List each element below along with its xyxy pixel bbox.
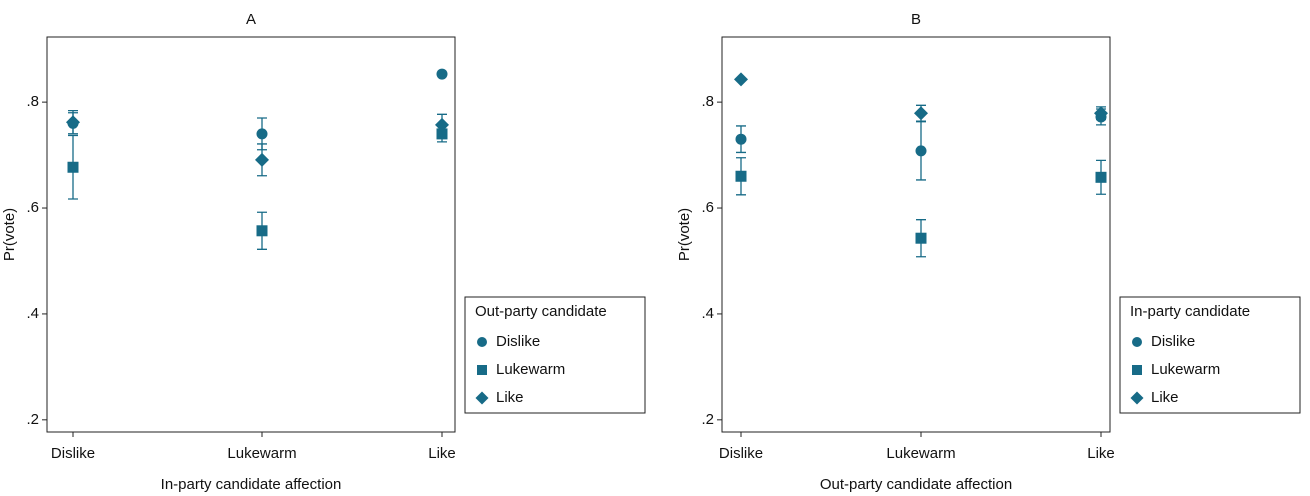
y-tick-label: .8 [26, 93, 39, 110]
x-axis-label: In-party candidate affection [161, 476, 342, 493]
legend-box [1119, 296, 1301, 414]
point [256, 128, 268, 140]
y-tick-label: .6 [701, 199, 714, 216]
legend-marker [1130, 391, 1144, 405]
point [435, 117, 449, 132]
chart-title: B [911, 11, 921, 28]
y-tick-label: .8 [701, 93, 714, 110]
point [915, 232, 927, 244]
point [256, 225, 268, 237]
point [1095, 171, 1107, 183]
x-tick-label: Dislike [51, 445, 95, 462]
y-tick-label: .2 [701, 411, 714, 428]
point [915, 145, 927, 157]
point [914, 106, 928, 121]
legend-marker [477, 365, 487, 375]
point [255, 152, 269, 167]
legend-label: Dislike [496, 333, 540, 350]
x-tick-label: Dislike [719, 445, 763, 462]
point [436, 68, 448, 80]
y-tick-label: .4 [26, 305, 39, 322]
legend-marker [477, 337, 487, 347]
point [735, 170, 747, 182]
y-axis-label: Pr(vote) [1, 208, 18, 261]
legend-title: In-party candidate [1130, 303, 1250, 320]
x-tick-label: Lukewarm [886, 445, 955, 462]
plot-frame [46, 36, 456, 433]
legend-label: Like [1151, 389, 1179, 406]
chart-title: A [246, 11, 256, 28]
x-tick-label: Like [428, 445, 456, 462]
point [735, 133, 747, 145]
legend-box [464, 296, 646, 414]
point [66, 115, 80, 130]
y-axis-label: Pr(vote) [676, 208, 693, 261]
legend-label: Dislike [1151, 333, 1195, 350]
legend-marker [475, 391, 489, 405]
x-axis-label: Out-party candidate affection [820, 476, 1012, 493]
y-tick-label: .6 [26, 199, 39, 216]
legend-label: Lukewarm [496, 361, 565, 378]
y-tick-label: .4 [701, 305, 714, 322]
x-tick-label: Lukewarm [227, 445, 296, 462]
legend-label: Lukewarm [1151, 361, 1220, 378]
x-tick-label: Like [1087, 445, 1115, 462]
legend-label: Like [496, 389, 524, 406]
point [734, 72, 748, 87]
plot-frame [721, 36, 1111, 433]
y-tick-label: .2 [26, 411, 39, 428]
point [67, 161, 79, 173]
legend-title: Out-party candidate [475, 303, 607, 320]
point [1094, 106, 1108, 121]
legend-marker [1132, 337, 1142, 347]
legend-marker [1132, 365, 1142, 375]
